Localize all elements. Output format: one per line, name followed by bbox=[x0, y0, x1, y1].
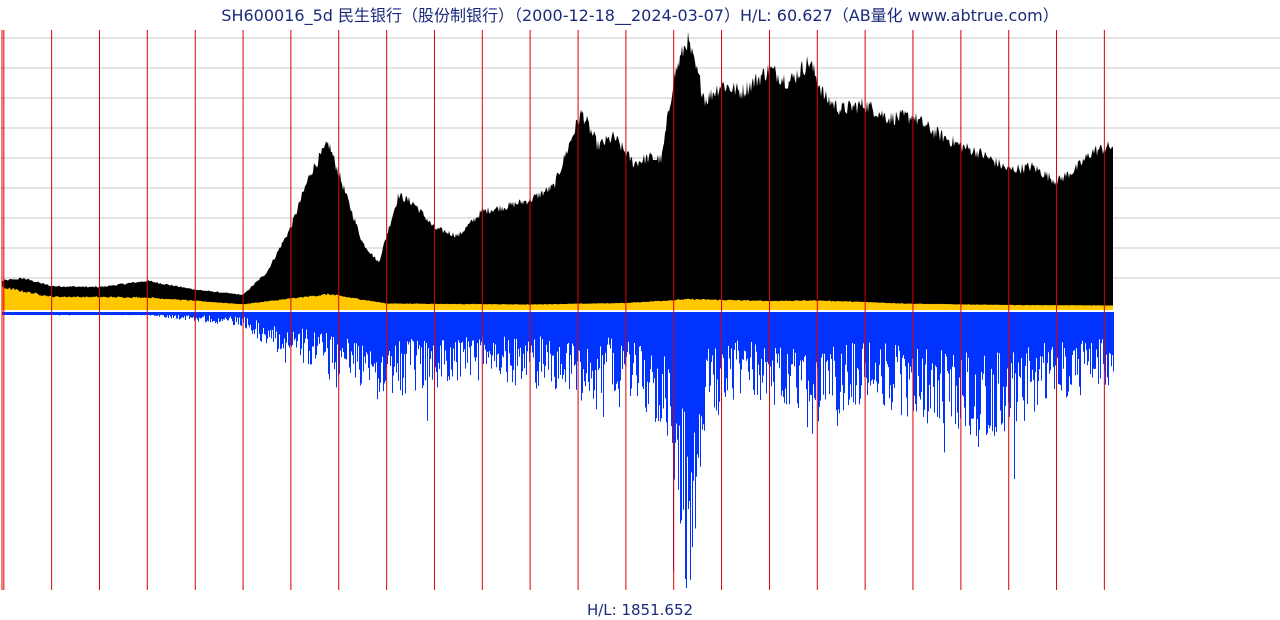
band-area bbox=[2, 286, 1113, 308]
volume-hl-label: H/L: 1851.652 bbox=[586, 601, 694, 619]
chart-title: SH600016_5d 民生银行（股份制银行）（2000-12-18__2024… bbox=[221, 6, 1059, 25]
price-area bbox=[2, 31, 1113, 309]
band-baseline bbox=[2, 308, 1113, 310]
